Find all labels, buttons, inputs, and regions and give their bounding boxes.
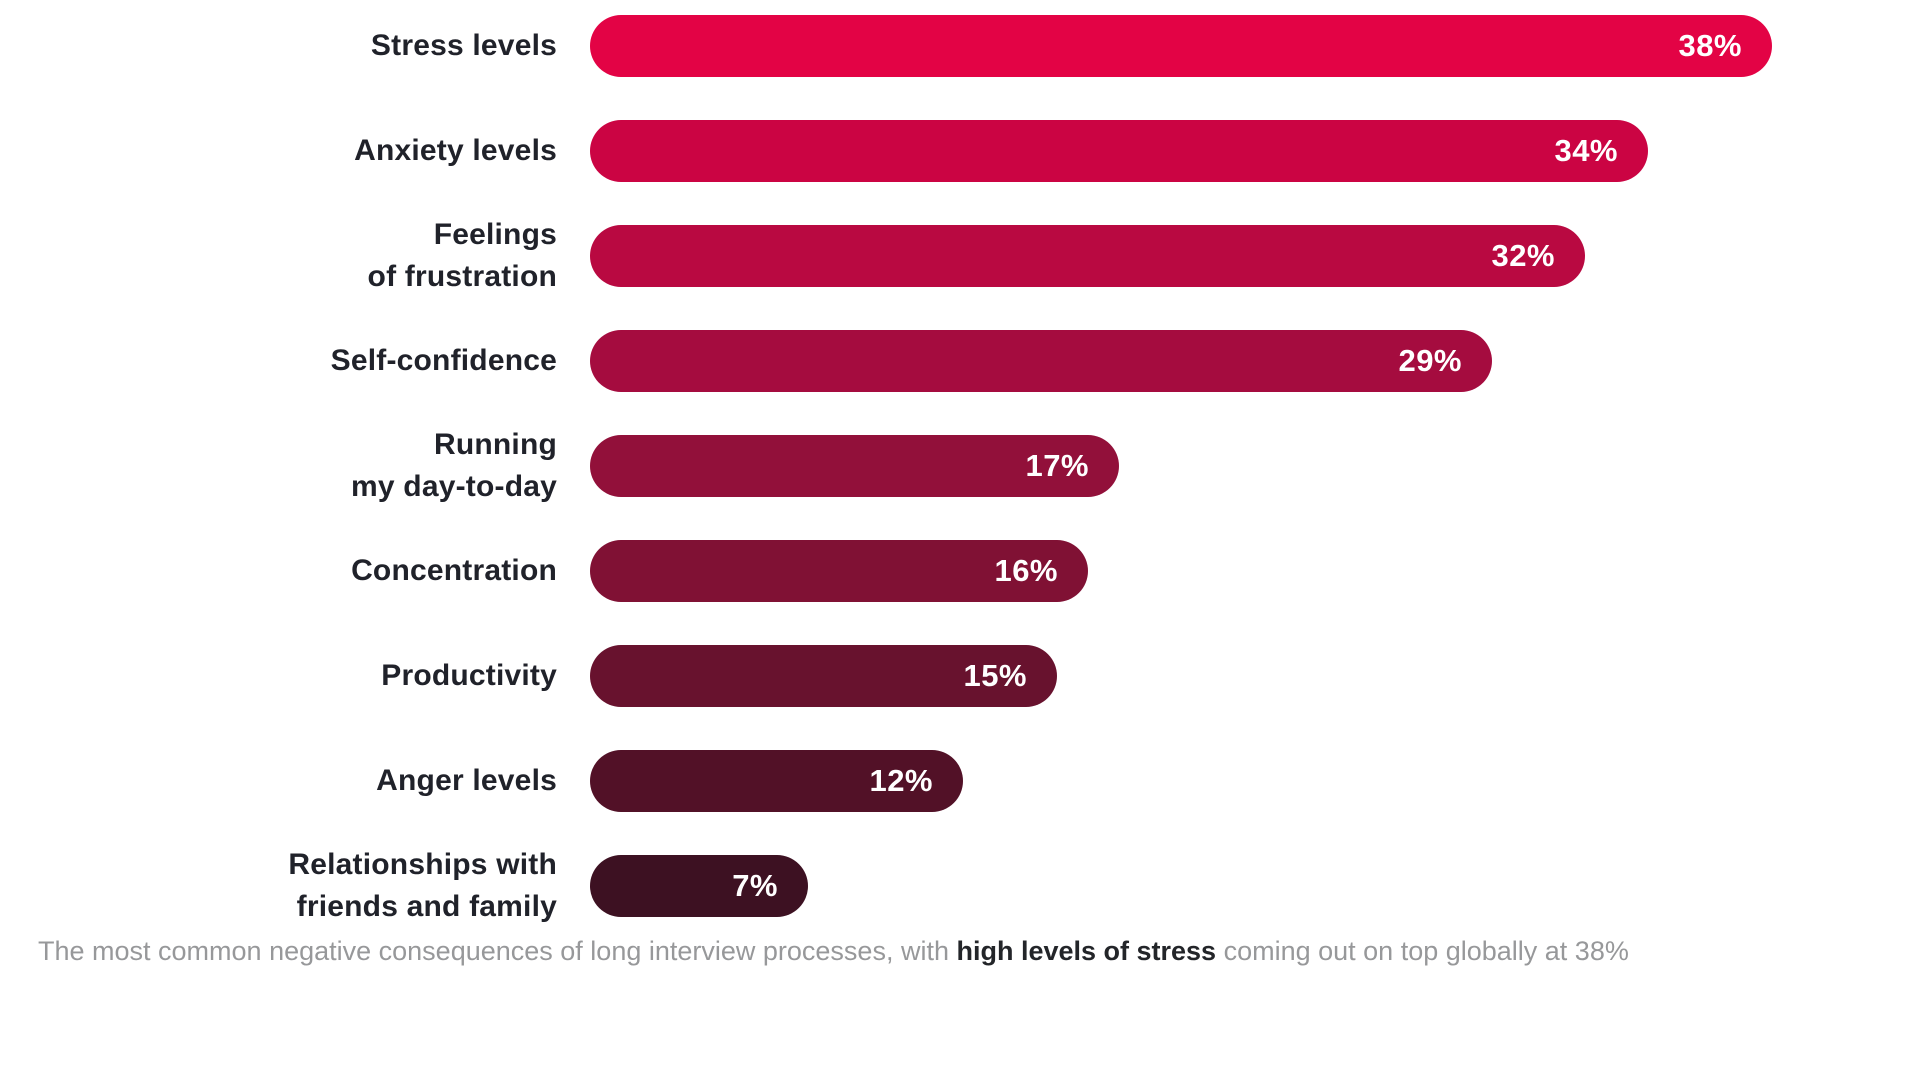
bar: 34%	[590, 120, 1648, 182]
bar-chart: Stress levels 38% Anxiety levels 34% Fee…	[0, 15, 1920, 923]
bar: 29%	[590, 330, 1492, 392]
bar-label: Productivity	[381, 659, 557, 692]
bar-value-label: 7%	[732, 868, 778, 903]
bar-row: Running my day-to-day 17%	[0, 428, 1920, 503]
chart-caption: The most common negative consequences of…	[38, 927, 1658, 975]
caption-text-1: The most common negative consequences of…	[38, 936, 957, 966]
bar-label: Feelings of frustration	[367, 218, 557, 293]
bar: 17%	[590, 435, 1119, 497]
bar: 32%	[590, 225, 1585, 287]
bar-label: Anger levels	[376, 764, 557, 797]
bar-value-label: 32%	[1491, 238, 1555, 273]
bar-value-label: 17%	[1025, 448, 1089, 483]
bar-row: Concentration 16%	[0, 540, 1920, 602]
bar: 7%	[590, 855, 808, 917]
bar: 16%	[590, 540, 1088, 602]
bar-value-label: 15%	[963, 658, 1027, 693]
bar-value-label: 16%	[994, 553, 1058, 588]
bar-label: Anxiety levels	[354, 134, 557, 167]
bar-row: Stress levels 38%	[0, 15, 1920, 77]
bar-label: Relationships with friends and family	[288, 848, 557, 923]
bar: 12%	[590, 750, 963, 812]
bar-row: Anxiety levels 34%	[0, 120, 1920, 182]
bar-label: Self-confidence	[330, 344, 557, 377]
bar-row: Self-confidence 29%	[0, 330, 1920, 392]
bar-row: Feelings of frustration 32%	[0, 218, 1920, 293]
bar-row: Relationships with friends and family 7%	[0, 848, 1920, 923]
bar: 38%	[590, 15, 1772, 77]
bar-label: Running my day-to-day	[351, 428, 557, 503]
caption-highlight: high levels of stress	[956, 936, 1217, 966]
bar-value-label: 12%	[869, 763, 933, 798]
bar-value-label: 34%	[1554, 133, 1618, 168]
bar-value-label: 38%	[1678, 28, 1742, 63]
bar: 15%	[590, 645, 1057, 707]
bar-row: Productivity 15%	[0, 645, 1920, 707]
bar-label: Concentration	[351, 554, 557, 587]
bar-value-label: 29%	[1398, 343, 1462, 378]
caption-text-2: coming out on top globally at 38%	[1216, 936, 1629, 966]
bar-label: Stress levels	[370, 29, 557, 62]
bar-row: Anger levels 12%	[0, 750, 1920, 812]
